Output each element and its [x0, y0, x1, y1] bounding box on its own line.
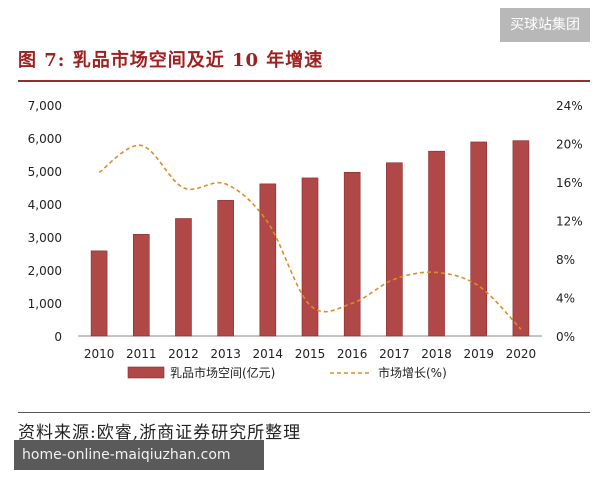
bar [512, 140, 530, 337]
bar [343, 172, 361, 337]
x-tick-label: 2017 [379, 347, 410, 361]
left-tick-label: 1,000 [28, 297, 62, 311]
x-axis-labels: 2010 2011 2012 2013 2014 2015 2016 2017 2018 2019… [84, 347, 536, 361]
legend-swatch-bar [127, 366, 165, 379]
left-tick-label: 5,000 [28, 165, 62, 179]
right-tick-label: 4% [556, 292, 575, 306]
combo-chart: 0 1,000 2,000 3,000 4,000 5,000 6,000 7,000 0% 4… [28, 99, 583, 380]
bar [470, 141, 488, 337]
chart-legend: 乳品市场空间(亿元) 市场增长(%) [127, 365, 447, 380]
left-tick-label: 2,000 [28, 264, 62, 278]
x-tick-label: 2010 [84, 347, 115, 361]
right-axis: 0% 4% 8% 12% 16% 20% 24% [556, 99, 583, 344]
x-tick-label: 2014 [253, 347, 284, 361]
url-banner: home-online-maiqiuzhan.com [14, 440, 264, 470]
left-axis: 0 1,000 2,000 3,000 4,000 5,000 6,000 7,000 [28, 99, 542, 344]
title-divider [18, 80, 590, 82]
bar [175, 218, 192, 337]
left-tick-label: 6,000 [28, 132, 62, 146]
legend-label-bar: 乳品市场空间(亿元) [170, 365, 275, 380]
legend-label-line: 市场增长(%) [378, 365, 447, 380]
left-tick-label: 7,000 [28, 99, 62, 113]
source-note: 资料来源:欧睿,浙商证券研究所整理 [18, 423, 302, 443]
bar [132, 234, 150, 337]
bar [301, 177, 319, 337]
source-divider [18, 412, 590, 413]
right-tick-label: 24% [556, 99, 583, 113]
x-tick-label: 2015 [295, 347, 326, 361]
x-tick-label: 2016 [337, 347, 368, 361]
x-tick-label: 2018 [421, 347, 452, 361]
line-series [98, 144, 522, 330]
right-tick-label: 8% [556, 253, 575, 267]
bar [386, 162, 403, 337]
left-tick-label: 3,000 [28, 231, 62, 245]
watermark-badge: 买球站集团 [500, 8, 590, 42]
x-tick-label: 2011 [126, 347, 157, 361]
x-tick-label: 2020 [506, 347, 537, 361]
right-tick-label: 20% [556, 138, 583, 152]
left-tick-label: 0 [54, 330, 62, 344]
right-tick-label: 16% [556, 176, 583, 190]
x-tick-label: 2013 [210, 347, 241, 361]
left-tick-label: 4,000 [28, 198, 62, 212]
growth-line [98, 144, 522, 330]
right-tick-label: 12% [556, 215, 583, 229]
bar [90, 250, 108, 337]
bar-series [90, 140, 530, 337]
figure-title: 图 7: 乳品市场空间及近 10 年增速 [18, 50, 324, 71]
bar [217, 200, 234, 337]
bar [428, 150, 445, 337]
x-tick-label: 2019 [463, 347, 494, 361]
x-tick-label: 2012 [168, 347, 199, 361]
bar [259, 183, 277, 337]
right-tick-label: 0% [556, 330, 575, 344]
